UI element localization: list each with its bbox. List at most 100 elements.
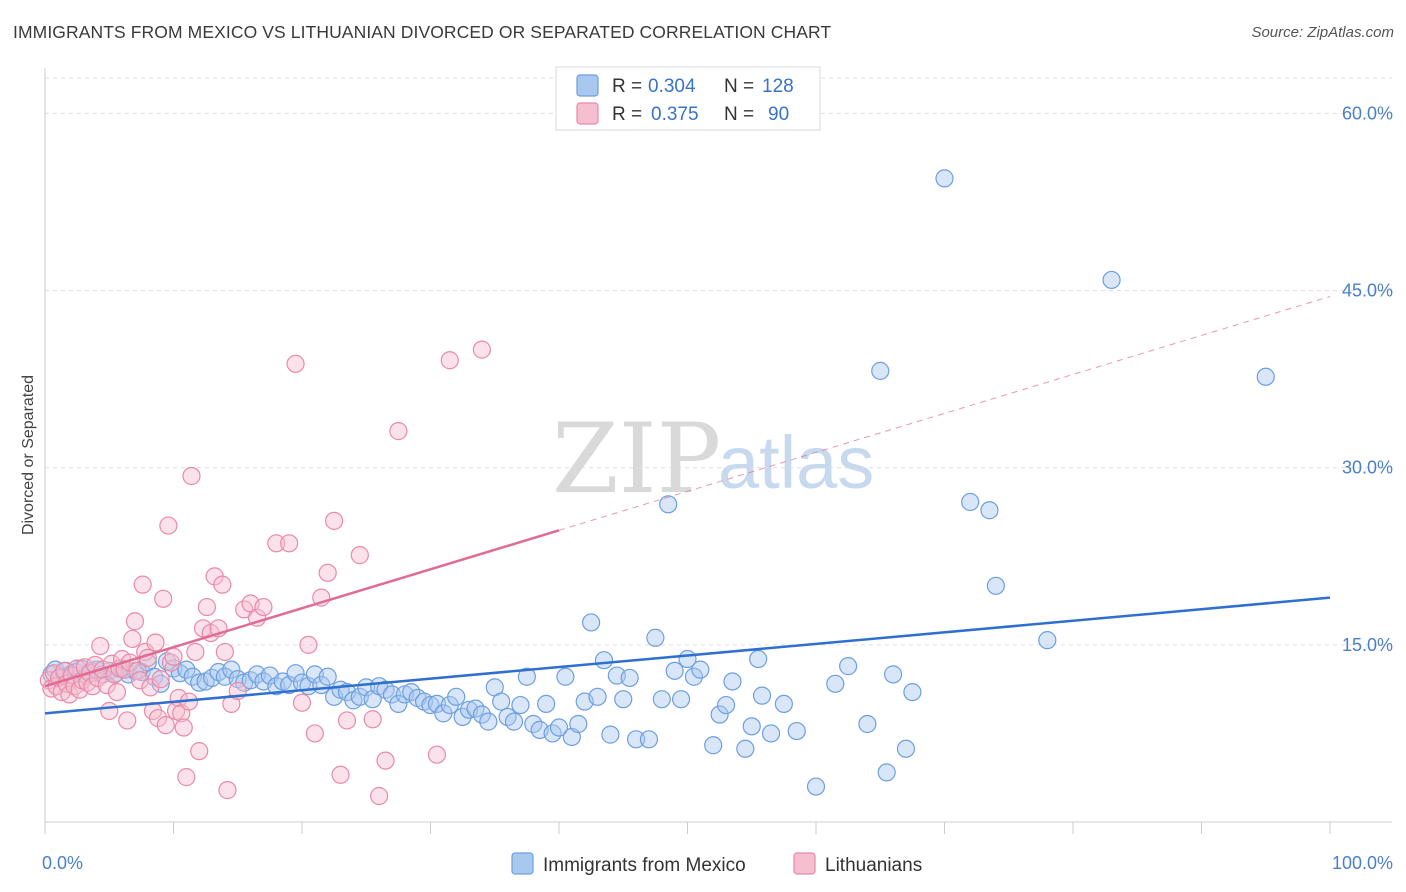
data-point bbox=[517, 667, 536, 686]
data-point bbox=[774, 694, 793, 714]
data-point bbox=[376, 751, 395, 770]
legend-r-label-mexico: R = bbox=[612, 76, 642, 97]
data-point bbox=[389, 422, 408, 441]
data-point bbox=[537, 694, 556, 714]
data-point bbox=[511, 695, 530, 715]
data-point bbox=[447, 687, 466, 706]
data-point bbox=[247, 665, 267, 684]
data-point bbox=[123, 629, 142, 649]
data-point bbox=[742, 717, 761, 736]
data-point bbox=[961, 492, 980, 512]
data-point bbox=[218, 781, 237, 800]
data-point bbox=[806, 777, 826, 796]
bottom-legend: Immigrants from Mexico Lithuanians bbox=[511, 852, 922, 876]
data-point bbox=[164, 647, 183, 666]
bottom-legend-label-mexico: Immigrants from Mexico bbox=[543, 855, 746, 876]
legend-n-label-mexico: N = bbox=[724, 76, 754, 97]
data-point bbox=[146, 633, 165, 652]
data-point bbox=[125, 612, 145, 631]
data-point bbox=[154, 589, 173, 608]
data-point bbox=[594, 651, 614, 670]
grid-lines bbox=[45, 77, 1392, 646]
chart-title: IMMIGRANTS FROM MEXICO VS LITHUANIAN DIV… bbox=[13, 22, 832, 42]
data-point bbox=[980, 501, 999, 520]
data-point bbox=[761, 724, 781, 743]
data-point bbox=[492, 692, 511, 711]
data-point bbox=[267, 534, 286, 553]
data-point bbox=[877, 763, 896, 782]
data-point bbox=[858, 714, 877, 734]
y-tick-label: 30.0% bbox=[1342, 458, 1393, 478]
data-point bbox=[556, 667, 575, 686]
data-point bbox=[254, 597, 273, 617]
legend-box bbox=[555, 66, 821, 131]
data-point bbox=[213, 575, 232, 594]
data-point bbox=[427, 694, 447, 714]
data-point bbox=[318, 667, 337, 686]
data-point bbox=[197, 597, 217, 617]
data-point bbox=[350, 546, 369, 565]
data-point bbox=[286, 664, 305, 683]
data-point bbox=[389, 694, 408, 714]
data-point bbox=[472, 340, 491, 359]
series-lithuanians-points bbox=[39, 340, 491, 806]
watermark-zip: ZIP bbox=[552, 403, 721, 515]
data-point bbox=[691, 660, 710, 679]
bottom-legend-swatch-lithuanians bbox=[793, 852, 816, 875]
y-tick-label: 45.0% bbox=[1342, 281, 1393, 301]
data-point bbox=[107, 682, 127, 702]
data-point bbox=[363, 710, 382, 729]
y-tick-labels: 15.0% 30.0% 45.0% 60.0% bbox=[1342, 103, 1393, 654]
data-point bbox=[186, 642, 205, 662]
data-point bbox=[752, 686, 772, 705]
data-point bbox=[935, 169, 954, 188]
axes bbox=[44, 68, 1392, 834]
data-point bbox=[749, 649, 768, 669]
data-point bbox=[614, 690, 633, 709]
data-point bbox=[453, 707, 472, 726]
data-point bbox=[325, 511, 344, 530]
data-point bbox=[118, 711, 137, 730]
legend-swatch-mexico bbox=[576, 74, 599, 97]
y-axis-title: Divorced or Separated bbox=[20, 375, 37, 535]
data-point bbox=[318, 563, 337, 582]
data-point bbox=[280, 534, 299, 553]
data-point bbox=[646, 628, 665, 647]
legend-n-label-lithuanians: N = bbox=[724, 104, 754, 125]
data-point bbox=[177, 768, 196, 787]
data-point bbox=[299, 635, 318, 654]
legend-r-label-lithuanians: R = bbox=[612, 104, 642, 125]
data-point bbox=[91, 636, 110, 656]
data-point bbox=[665, 661, 684, 680]
data-point bbox=[151, 674, 170, 693]
data-point bbox=[826, 674, 845, 693]
data-point bbox=[986, 576, 1006, 595]
legend-n-value-mexico: 128 bbox=[762, 76, 794, 97]
data-point bbox=[174, 718, 193, 737]
trend-lines bbox=[44, 295, 1331, 715]
trend-line-lithuanians bbox=[44, 529, 560, 688]
trend-line-mexico bbox=[44, 596, 1331, 715]
data-point bbox=[286, 354, 305, 373]
data-point bbox=[421, 695, 440, 715]
data-point bbox=[151, 670, 170, 689]
data-point bbox=[100, 701, 119, 721]
legend-r-value-lithuanians: 0.375 bbox=[651, 104, 699, 125]
data-point bbox=[370, 786, 389, 806]
x-tick-label: 100.0% bbox=[1332, 853, 1393, 873]
legend-r-value-mexico: 0.304 bbox=[648, 76, 696, 97]
bottom-legend-label-lithuanians: Lithuanians bbox=[825, 855, 922, 876]
data-point bbox=[440, 351, 459, 370]
data-point bbox=[177, 660, 196, 679]
data-point bbox=[159, 516, 178, 535]
data-point bbox=[639, 730, 659, 749]
data-point bbox=[659, 495, 678, 514]
data-point bbox=[652, 690, 671, 709]
data-point bbox=[549, 718, 569, 737]
legend-swatch-lithuanians bbox=[576, 102, 599, 125]
data-point bbox=[601, 725, 620, 744]
data-point bbox=[1256, 367, 1275, 386]
data-point bbox=[569, 714, 588, 734]
data-point bbox=[896, 739, 916, 758]
data-point bbox=[156, 716, 175, 735]
